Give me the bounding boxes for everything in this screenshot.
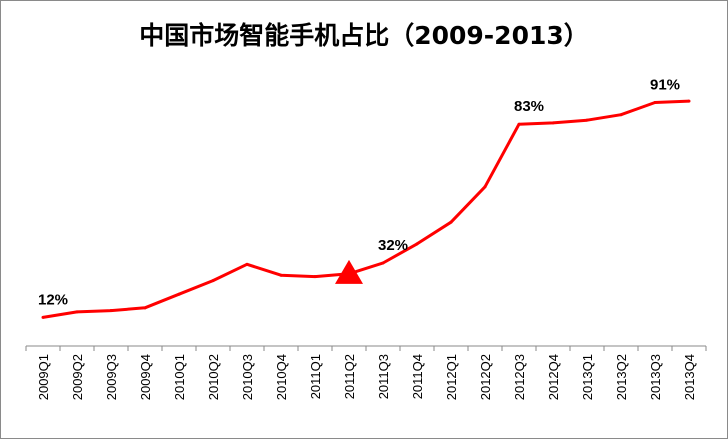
x-tick-label: 2009Q4 [138, 354, 153, 400]
data-point [483, 185, 487, 189]
data-point [313, 275, 317, 279]
x-tick-label: 2010Q1 [172, 354, 187, 400]
data-point [585, 118, 589, 122]
x-tick-label: 2013Q2 [614, 354, 629, 400]
x-tick-label: 2009Q1 [36, 354, 51, 400]
data-point [551, 121, 555, 125]
data-label: 83% [514, 98, 544, 115]
triangle-marker [335, 259, 363, 284]
data-point [517, 122, 521, 126]
x-tick-label: 2011Q1 [308, 354, 323, 399]
chart-title: 中国市场智能手机占比（2009-2013） [139, 21, 589, 50]
x-tick-label: 2012Q4 [546, 354, 561, 400]
data-point [653, 100, 657, 104]
x-tick-label: 2013Q4 [682, 354, 697, 400]
series-line [42, 99, 690, 319]
data-label: 12% [38, 291, 68, 308]
x-tick-label: 2010Q2 [206, 354, 221, 400]
data-label: 91% [650, 76, 680, 93]
x-tick-label: 2009Q2 [70, 354, 85, 400]
x-tick-label: 2012Q3 [512, 354, 527, 400]
x-axis: 2009Q1 2009Q2 2009Q3 2009Q4 2010Q1 2010Q2 2010… [25, 345, 707, 400]
x-tick-label: 2011Q3 [376, 354, 391, 399]
data-label: 32% [378, 237, 408, 254]
x-tick-label: 2013Q1 [580, 354, 595, 400]
x-tick-label: 2012Q2 [478, 354, 493, 400]
data-point [211, 279, 215, 283]
data-point [687, 99, 691, 103]
x-tick-label: 2009Q3 [104, 354, 119, 400]
data-point [279, 273, 283, 277]
data-point [415, 242, 419, 246]
x-tick-label: 2013Q3 [648, 354, 663, 400]
data-labels: 12% 32% 83% 91% [38, 76, 680, 308]
series-group [41, 99, 691, 319]
x-tick-label: 2011Q2 [342, 354, 357, 399]
data-point [245, 262, 249, 266]
data-point [177, 292, 181, 296]
x-tick-label: 2012Q1 [444, 354, 459, 400]
data-point [75, 310, 79, 314]
x-tick-label: 2010Q4 [274, 354, 289, 400]
data-point [381, 261, 385, 265]
data-point [41, 315, 45, 319]
data-point [449, 220, 453, 224]
x-tick-label: 2010Q3 [240, 354, 255, 400]
data-point [143, 306, 147, 310]
x-tick-label: 2011Q4 [410, 354, 425, 399]
data-point [619, 113, 623, 117]
data-point [109, 309, 113, 313]
